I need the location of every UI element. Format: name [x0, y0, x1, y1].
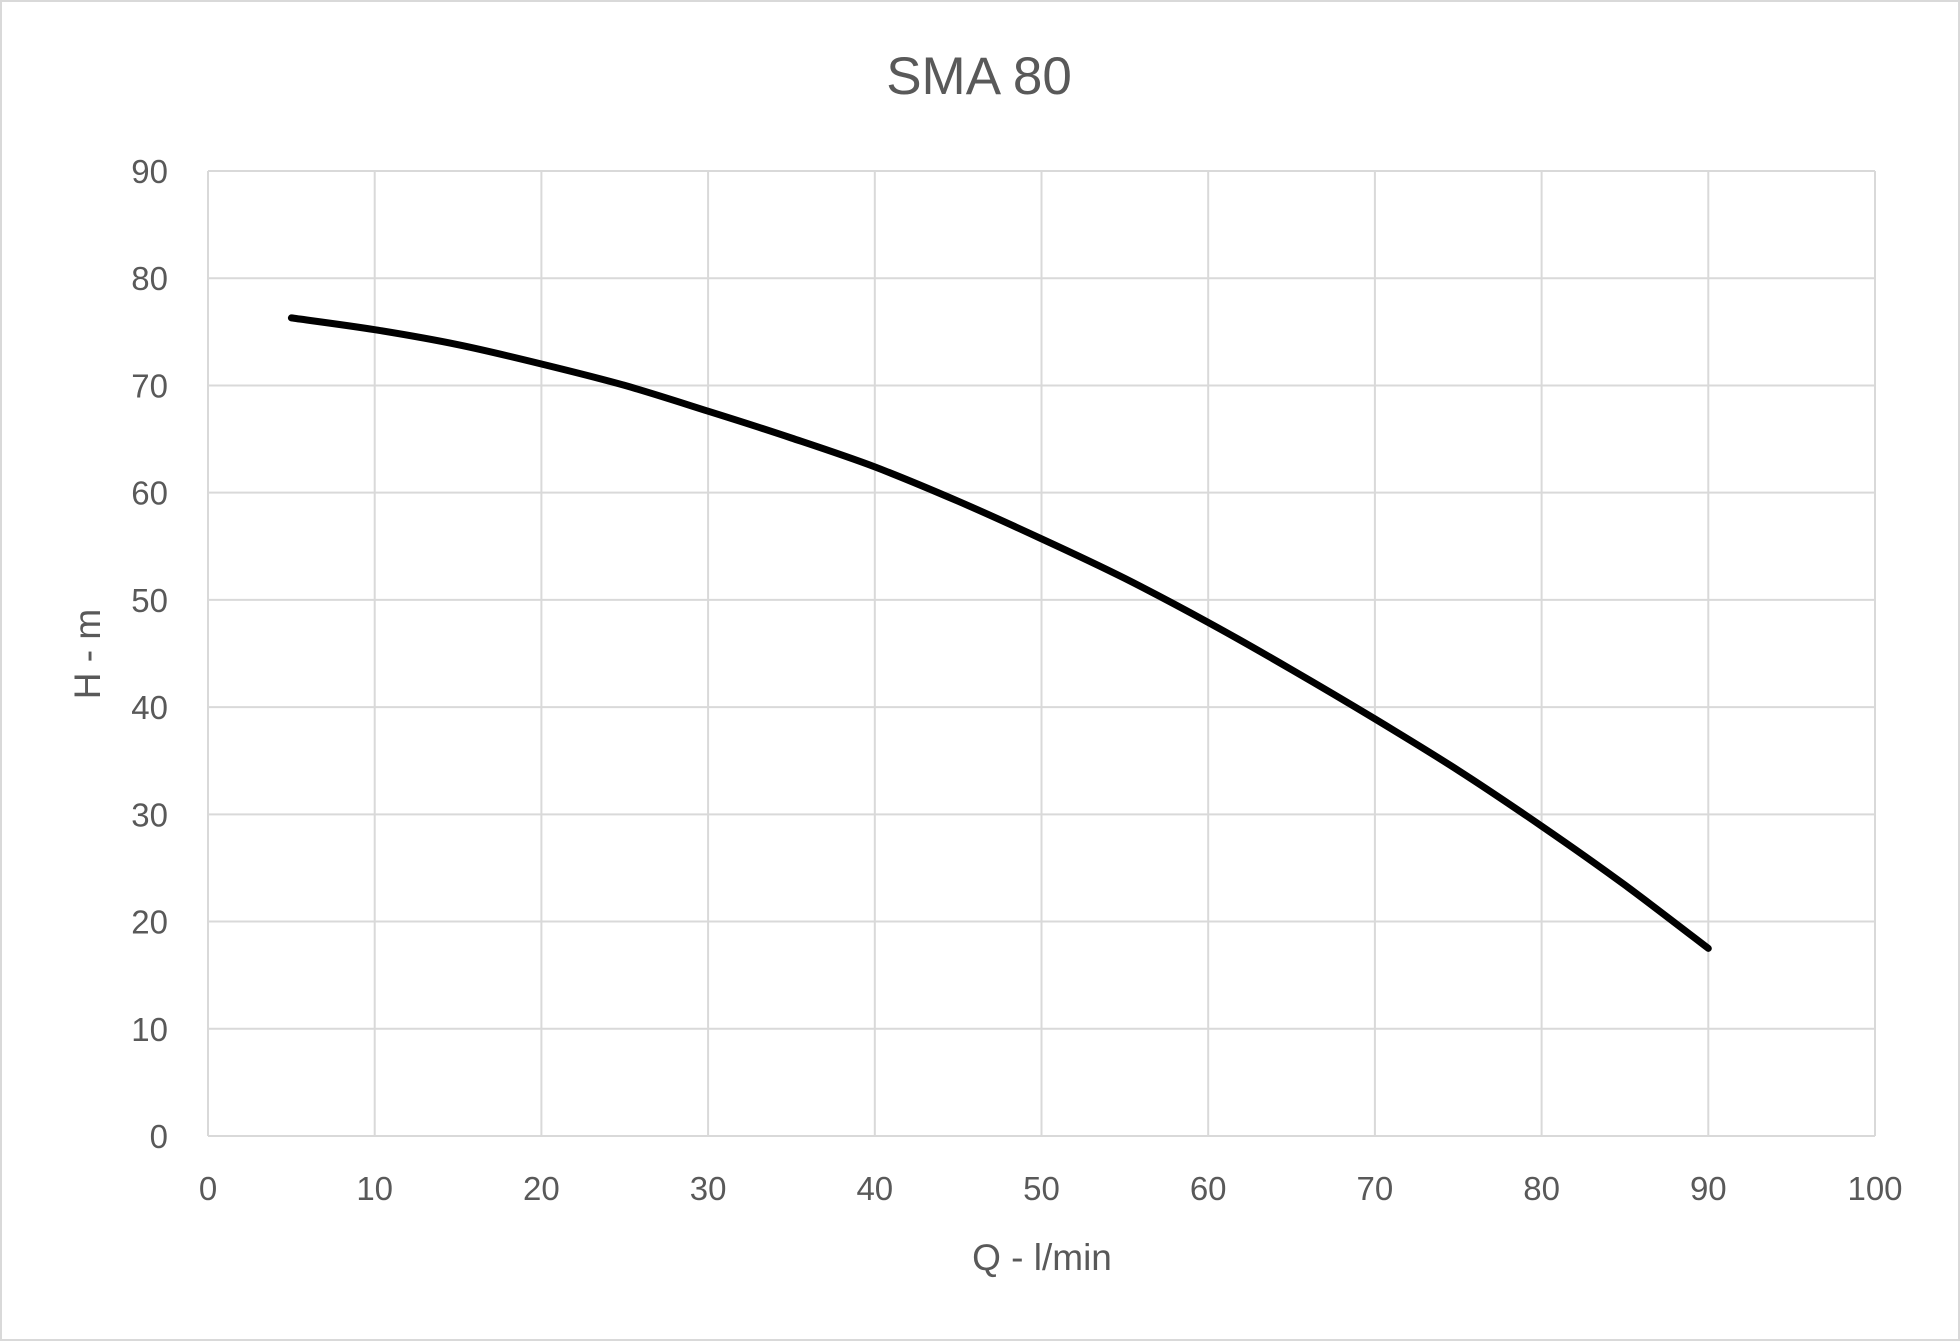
y-axis-title: H - m: [67, 609, 108, 699]
x-tick-label: 0: [199, 1170, 217, 1207]
x-tick-label: 40: [856, 1170, 893, 1207]
x-tick-label: 100: [1847, 1170, 1902, 1207]
series-line: [287, 314, 1712, 952]
y-tick-label: 50: [131, 582, 168, 619]
y-tick-label: 90: [131, 153, 168, 190]
grid: [207, 170, 1876, 1137]
x-axis-title: Q - l/min: [972, 1237, 1112, 1278]
x-tick-labels: 0 10 20 30 40 50 60 70 80 90 100: [199, 1170, 1903, 1207]
y-tick-label: 10: [131, 1011, 168, 1048]
series-group: [287, 314, 1712, 952]
y-tick-label: 40: [131, 689, 168, 726]
y-tick-label: 0: [150, 1118, 168, 1155]
y-tick-label: 60: [131, 475, 168, 512]
x-tick-label: 30: [690, 1170, 727, 1207]
x-tick-label: 90: [1690, 1170, 1727, 1207]
y-tick-label: 30: [131, 796, 168, 833]
y-tick-label: 20: [131, 904, 168, 941]
x-tick-label: 20: [523, 1170, 560, 1207]
x-tick-label: 50: [1023, 1170, 1060, 1207]
chart-title: SMA 80: [886, 47, 1072, 106]
y-tick-label: 70: [131, 367, 168, 404]
x-tick-label: 60: [1190, 1170, 1227, 1207]
x-tick-label: 70: [1357, 1170, 1394, 1207]
y-tick-label: 80: [131, 260, 168, 297]
x-tick-label: 80: [1523, 1170, 1560, 1207]
x-tick-label: 10: [356, 1170, 393, 1207]
y-tick-labels: 0 10 20 30 40 50 60 70 80 90: [131, 153, 168, 1155]
